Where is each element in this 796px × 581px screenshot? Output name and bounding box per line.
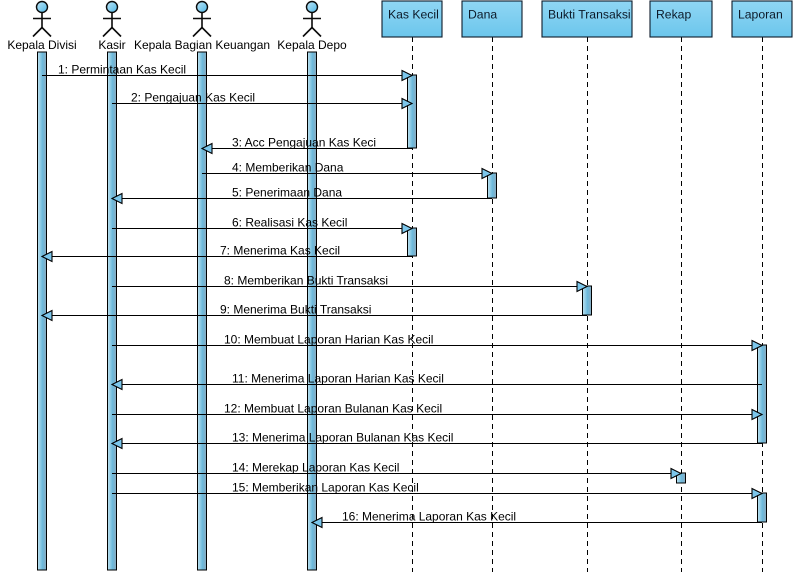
svg-text:2: Pengajuan Kas Kecil: 2: Pengajuan Kas Kecil: [131, 91, 255, 105]
svg-text:4: Memberikan Dana: 4: Memberikan Dana: [232, 161, 344, 175]
svg-text:10: Membuat Laporan Harian Kas: 10: Membuat Laporan Harian Kas Kecil: [224, 333, 433, 347]
svg-text:Kasir: Kasir: [98, 38, 125, 52]
svg-text:6: Realisasi Kas Kecil: 6: Realisasi Kas Kecil: [232, 216, 347, 230]
svg-text:Dana: Dana: [468, 8, 497, 22]
svg-text:5: Penerimaan Dana: 5: Penerimaan Dana: [232, 186, 342, 200]
svg-text:Kas Kecil: Kas Kecil: [388, 8, 439, 22]
svg-text:11: Menerima Laporan Harian Ka: 11: Menerima Laporan Harian Kas Kecil: [232, 372, 444, 386]
svg-text:13: Menerima Laporan Bulanan K: 13: Menerima Laporan Bulanan Kas Kecil: [232, 431, 453, 445]
svg-text:12: Membuat Laporan Bulanan Ka: 12: Membuat Laporan Bulanan Kas Kecil: [224, 402, 442, 416]
svg-text:3: Acc Pengajuan Kas Keci: 3: Acc Pengajuan Kas Keci: [232, 136, 376, 150]
svg-text:Kepala Depo: Kepala Depo: [277, 38, 347, 52]
svg-text:Bukti Transaksi: Bukti Transaksi: [548, 8, 631, 22]
svg-text:15: Memberikan Laporan Kas Kec: 15: Memberikan Laporan Kas Kecil: [232, 481, 419, 495]
svg-text:Kepala Divisi: Kepala Divisi: [7, 38, 76, 52]
svg-text:Rekap: Rekap: [656, 8, 691, 22]
svg-text:7: Menerima Kas Kecil: 7: Menerima Kas Kecil: [220, 244, 340, 258]
svg-text:Kepala Bagian Keuangan: Kepala Bagian Keuangan: [134, 38, 270, 52]
svg-text:Laporan: Laporan: [738, 8, 783, 22]
svg-text:9: Menerima Bukti Transaksi: 9: Menerima Bukti Transaksi: [220, 303, 371, 317]
svg-text:8: Memberikan Bukti Transaksi: 8: Memberikan Bukti Transaksi: [224, 274, 388, 288]
svg-text:16: Menerima Laporan Kas Kecil: 16: Menerima Laporan Kas Kecil: [342, 510, 516, 524]
svg-text:14: Merekap Laporan Kas Kecil: 14: Merekap Laporan Kas Kecil: [232, 461, 399, 475]
svg-text:1: Permintaan Kas Kecil: 1: Permintaan Kas Kecil: [58, 63, 186, 77]
